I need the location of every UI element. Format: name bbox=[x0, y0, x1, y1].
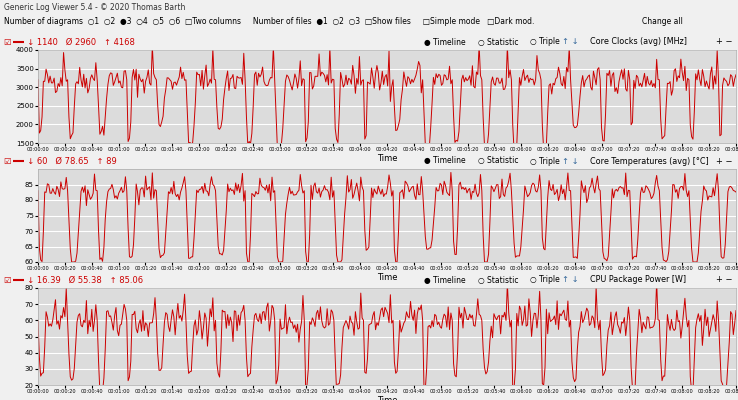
Text: ↓ 16.39   Ø 55.38   ↑ 85.06: ↓ 16.39 Ø 55.38 ↑ 85.06 bbox=[22, 276, 143, 284]
Text: ● Timeline: ● Timeline bbox=[424, 276, 466, 284]
Text: CPU Package Power [W]: CPU Package Power [W] bbox=[590, 276, 686, 284]
Text: ● Timeline: ● Timeline bbox=[424, 156, 466, 166]
Text: + −: + − bbox=[716, 156, 732, 166]
Text: ☑: ☑ bbox=[4, 38, 11, 46]
Text: ● Timeline: ● Timeline bbox=[424, 38, 466, 46]
Text: ○ Triple: ○ Triple bbox=[530, 156, 559, 166]
Text: ↑ ↓: ↑ ↓ bbox=[562, 276, 579, 284]
Text: Change all: Change all bbox=[642, 17, 683, 26]
Text: Number of diagrams  ○1  ○2  ●3  ○4  ○5  ○6  □Two columns     Number of files  ●1: Number of diagrams ○1 ○2 ●3 ○4 ○5 ○6 □Tw… bbox=[4, 17, 534, 26]
Text: ○ Triple: ○ Triple bbox=[530, 276, 559, 284]
Text: ☑: ☑ bbox=[4, 156, 11, 166]
Text: ↓ 60   Ø 78.65   ↑ 89: ↓ 60 Ø 78.65 ↑ 89 bbox=[22, 156, 117, 166]
Text: ☑: ☑ bbox=[4, 276, 11, 284]
Text: Core Temperatures (avg) [°C]: Core Temperatures (avg) [°C] bbox=[590, 156, 709, 166]
Text: ○ Triple: ○ Triple bbox=[530, 38, 559, 46]
Text: + −: + − bbox=[716, 38, 732, 46]
Text: Core Clocks (avg) [MHz]: Core Clocks (avg) [MHz] bbox=[590, 38, 687, 46]
X-axis label: Time: Time bbox=[377, 396, 397, 400]
Text: ○ Statistic: ○ Statistic bbox=[478, 156, 519, 166]
Text: ○ Statistic: ○ Statistic bbox=[478, 276, 519, 284]
Text: + −: + − bbox=[716, 276, 732, 284]
Text: ↑ ↓: ↑ ↓ bbox=[562, 156, 579, 166]
Text: ○ Statistic: ○ Statistic bbox=[478, 38, 519, 46]
Text: Generic Log Viewer 5.4 - © 2020 Thomas Barth: Generic Log Viewer 5.4 - © 2020 Thomas B… bbox=[4, 2, 185, 12]
X-axis label: Time: Time bbox=[377, 272, 397, 282]
X-axis label: Time: Time bbox=[377, 154, 397, 162]
Text: ↓ 1140   Ø 2960   ↑ 4168: ↓ 1140 Ø 2960 ↑ 4168 bbox=[22, 38, 135, 46]
Text: ↑ ↓: ↑ ↓ bbox=[562, 38, 579, 46]
